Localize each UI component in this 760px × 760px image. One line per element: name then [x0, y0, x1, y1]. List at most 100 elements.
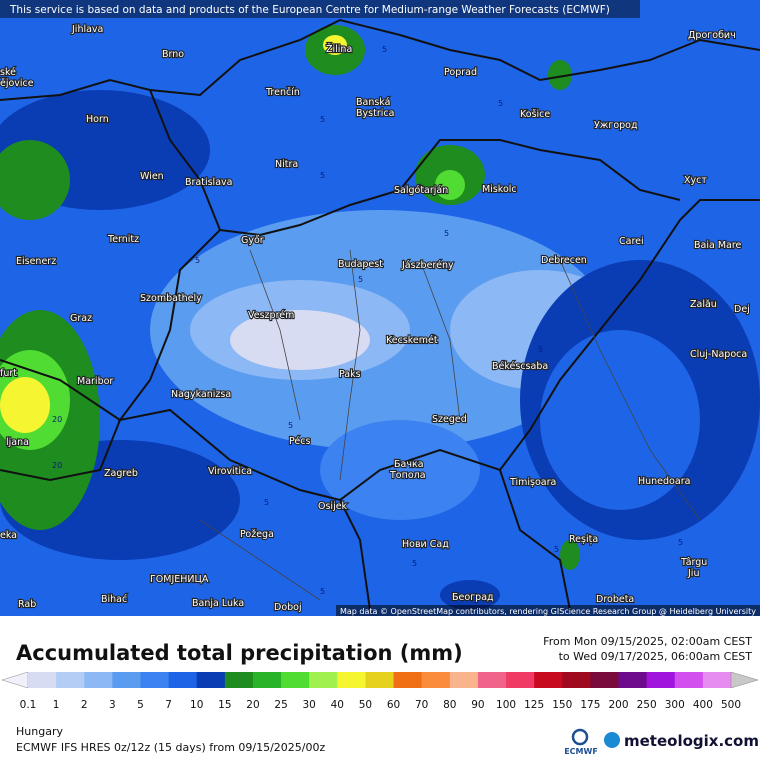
- city-label: Békéscsaba: [492, 361, 548, 372]
- contour-label: 5: [538, 345, 543, 354]
- city-label: Хуст: [684, 175, 707, 186]
- city-label: furt: [0, 368, 17, 379]
- city-label: Zalău: [690, 299, 717, 310]
- legend-tick: 300: [665, 699, 685, 711]
- city-label: Debrecen: [541, 255, 587, 266]
- contour-label: 5: [320, 115, 325, 124]
- contour-label: 5: [264, 498, 269, 507]
- contour-label: 5: [444, 229, 449, 238]
- legend-swatch: [112, 672, 141, 688]
- city-label: Nitra: [275, 159, 298, 170]
- legend-title: Accumulated total precipitation (mm): [16, 641, 463, 665]
- city-label: Târgu: [680, 557, 707, 568]
- legend-swatch: [646, 672, 676, 688]
- legend-swatch: [365, 672, 395, 688]
- contour-label: 5: [320, 587, 325, 596]
- contour-label: 5: [195, 256, 200, 265]
- city-label: Banja Luka: [192, 598, 244, 609]
- city-label: Zagreb: [104, 468, 138, 479]
- city-label: Košice: [520, 109, 550, 120]
- legend-swatch: [84, 672, 113, 688]
- legend-swatch: [337, 672, 366, 688]
- legend-tick: 5: [137, 699, 144, 711]
- contour-label: 5: [678, 538, 683, 547]
- legend-tick: 15: [218, 699, 231, 711]
- model: ECMWF IFS HRES 0z/12z (15 days) from 09/…: [16, 741, 326, 754]
- contour-label: 5: [498, 99, 503, 108]
- city-label: Veszprém: [248, 310, 294, 321]
- city-label: Horn: [86, 114, 109, 125]
- city-label: Salgótarján: [394, 185, 448, 196]
- city-label: Osijek: [318, 501, 348, 512]
- city-label: Wien: [140, 171, 164, 182]
- city-label: Graz: [70, 313, 92, 324]
- city-label: Brno: [162, 49, 184, 60]
- legend-swatch: [421, 672, 451, 688]
- city-label: Rab: [18, 599, 36, 610]
- legend-swatch: [252, 672, 282, 688]
- legend-tick: 250: [637, 699, 657, 711]
- legend-tick: 20: [246, 699, 259, 711]
- legend-swatch: [393, 672, 423, 688]
- city-label: Hunedoara: [638, 476, 690, 487]
- ecmwf-logo: [571, 728, 589, 746]
- city-label: Győr: [241, 235, 264, 246]
- legend-swatch: [224, 672, 254, 688]
- city-label: Žilina: [326, 43, 352, 55]
- legend-swatch: [618, 672, 648, 688]
- legend-swatch: [309, 672, 338, 688]
- banner-bg: [0, 0, 640, 18]
- legend-tick: 25: [274, 699, 287, 711]
- contour-label: 20: [52, 415, 62, 424]
- city-label: Poprad: [444, 67, 477, 78]
- legend-tick: 40: [331, 699, 344, 711]
- legend-swatch: [506, 672, 535, 688]
- city-label: Miskolc: [482, 184, 517, 195]
- city-label: Pécs: [289, 436, 310, 447]
- legend-tick: 400: [693, 699, 713, 711]
- city-label: Banská: [356, 97, 390, 108]
- city-label: ljana: [6, 437, 29, 448]
- city-label: Doboj: [274, 602, 302, 613]
- attribution: Map data © OpenStreetMap contributors, r…: [340, 607, 756, 616]
- legend-tick: 100: [496, 699, 516, 711]
- contour-label: 5: [288, 421, 293, 430]
- city-label: Virovitica: [208, 466, 252, 477]
- brand: meteologix.com: [624, 732, 759, 750]
- legend-tick: 90: [471, 699, 484, 711]
- city-label: Kecskemét: [386, 335, 438, 346]
- legend-tick: 500: [721, 699, 741, 711]
- contour-label: 5: [412, 559, 417, 568]
- city-label: Jihlava: [71, 24, 103, 35]
- legend-tick: 1: [53, 699, 60, 711]
- brand-logo: [604, 732, 620, 748]
- legend-swatch: [449, 672, 479, 688]
- legend-tick: 150: [552, 699, 572, 711]
- city-label: Baia Mare: [694, 240, 742, 251]
- city-label: Нови Сад: [402, 539, 449, 550]
- city-label: ějovice: [0, 78, 34, 89]
- city-label: Ужгород: [594, 120, 638, 131]
- city-label: Szombathely: [140, 293, 202, 304]
- city-label: Dej: [734, 304, 750, 315]
- city-label: Reșița: [569, 534, 598, 545]
- legend-swatch: [196, 672, 226, 688]
- legend-tick: 175: [580, 699, 600, 711]
- legend-swatch: [562, 672, 591, 688]
- city-label: ské: [0, 67, 16, 78]
- legend-swatch: [28, 672, 57, 688]
- city-label: Bystrica: [356, 108, 394, 119]
- period-from: From Mon 09/15/2025, 02:00am CEST: [543, 635, 752, 648]
- banner: This service is based on data and produc…: [9, 4, 610, 16]
- legend-arrow-left: [1, 671, 29, 689]
- legend-swatch: [56, 672, 85, 688]
- city-label: Carei: [619, 236, 644, 247]
- city-label: Топола: [389, 470, 426, 481]
- attribution-bg: [336, 605, 760, 616]
- city-label: Drobeta: [596, 594, 634, 605]
- city-label: Paks: [339, 369, 361, 380]
- legend-tick: 125: [524, 699, 544, 711]
- city-label: Szeged: [432, 414, 467, 425]
